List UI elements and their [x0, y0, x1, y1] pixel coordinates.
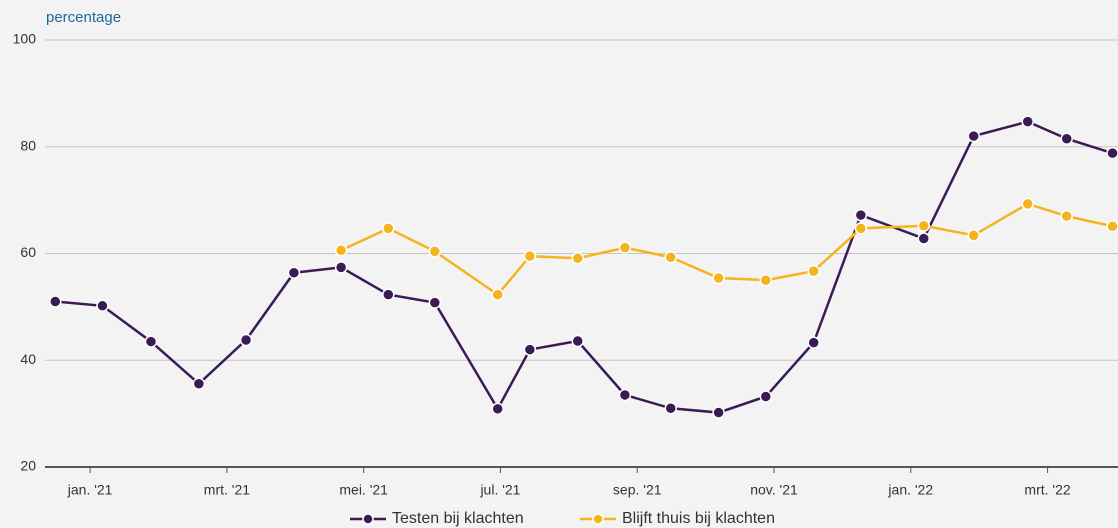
point [712, 406, 725, 419]
point [712, 271, 725, 285]
legend-label: Testen bij klachten [392, 510, 524, 527]
point [192, 377, 206, 390]
y-tick-label: 40 [20, 351, 36, 367]
point [917, 232, 931, 245]
series-line [55, 120, 1113, 414]
y-tick-label: 100 [13, 31, 37, 47]
point [382, 288, 395, 301]
point [1060, 209, 1073, 223]
x-tick-label: mrt. '22 [1024, 482, 1070, 498]
point [491, 402, 504, 416]
point [759, 273, 773, 287]
point [807, 336, 820, 349]
point [571, 252, 584, 265]
x-tick-label: mei. '21 [339, 482, 388, 498]
x-tick-label: jul. '21 [479, 482, 520, 498]
point [1106, 220, 1118, 233]
point [287, 266, 301, 279]
point [1106, 146, 1118, 160]
point [854, 222, 868, 235]
point [759, 390, 773, 403]
point [917, 219, 931, 232]
point [523, 249, 537, 263]
y-tick-label: 20 [20, 458, 36, 474]
legend-marker [362, 513, 374, 525]
point [967, 229, 980, 242]
point [664, 250, 677, 264]
point [1021, 115, 1034, 128]
point [807, 264, 820, 278]
y-tick-label: 60 [20, 244, 36, 260]
legend-label: Blijft thuis bij klachten [622, 510, 775, 527]
point [571, 334, 584, 348]
point [144, 335, 158, 348]
point [854, 208, 868, 222]
legend-marker [592, 513, 604, 525]
point [334, 244, 348, 257]
point [491, 288, 504, 301]
point [334, 261, 348, 274]
point [96, 299, 109, 313]
point [428, 245, 442, 258]
point [1060, 132, 1073, 145]
series-line [340, 202, 1113, 297]
point [382, 222, 395, 235]
point [49, 295, 62, 308]
x-tick-label: nov. '21 [750, 482, 798, 498]
point [664, 402, 677, 415]
point [618, 388, 632, 402]
y-tick-label: 80 [20, 137, 36, 153]
x-tick-label: jan. '22 [887, 482, 933, 498]
y-axis-label: percentage [46, 9, 121, 26]
point [1021, 197, 1034, 211]
point [618, 241, 632, 254]
point [967, 129, 980, 143]
x-tick-label: sep. '21 [613, 482, 662, 498]
point [239, 333, 253, 347]
point [428, 296, 442, 309]
point [523, 343, 537, 356]
x-tick-label: mrt. '21 [204, 482, 250, 498]
x-tick-label: jan. '21 [67, 482, 113, 498]
